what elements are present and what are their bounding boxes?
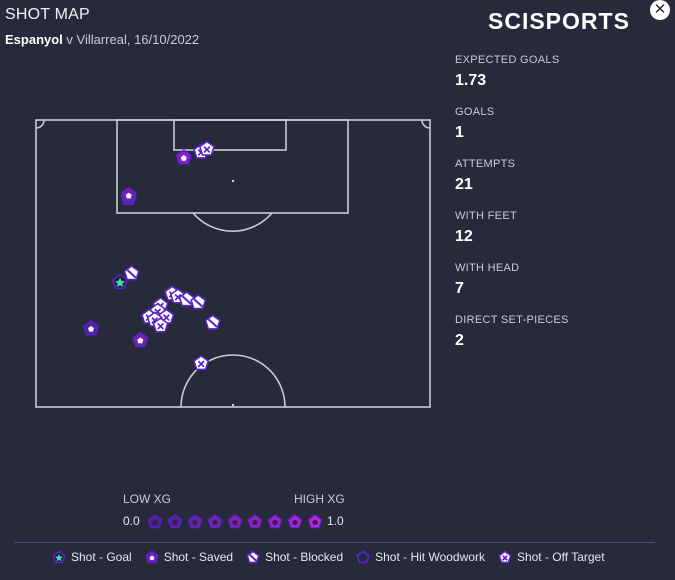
legend-label: Shot - Off Target [516,550,605,564]
xg-step-icon [227,514,243,529]
xg-step-icon [307,514,323,529]
shot-marker[interactable] [178,291,195,307]
page-title: SHOT MAP [5,6,90,23]
close-icon[interactable]: ✕ [650,0,670,20]
xg-scale: LOW XG HIGH XG 0.0 1.0 [118,490,358,534]
stat-value: 1.73 [455,72,487,89]
xg-step-icon [167,514,183,529]
legend: Shot - Goal Shot - Saved Shot - Blocked … [52,548,618,566]
saved-icon [145,550,159,564]
center-spot [231,403,235,407]
shot-marker[interactable] [198,140,216,156]
stat-label: WITH FEET [455,210,517,222]
match-info: Espanyol v Villarreal, 16/10/2022 [5,32,199,47]
legend-item-woodwork[interactable]: Shot - Hit Woodwork [356,550,485,564]
stat-label: WITH HEAD [455,262,520,274]
xg-low-label: LOW XG [123,492,172,506]
goal-icon [52,550,66,564]
corner-arc-left [35,119,45,129]
xg-step-icon [287,514,303,529]
shot-marker[interactable] [152,317,169,333]
xg-step-icon [147,514,163,529]
stat-value: 12 [455,228,473,245]
penalty-box [116,119,349,214]
center-circle [180,354,286,408]
shot-marker[interactable] [132,331,149,348]
legend-label: Shot - Hit Woodwork [375,550,485,564]
shot-marker[interactable] [123,265,140,281]
stat-label: EXPECTED GOALS [455,54,560,66]
stat-label: DIRECT SET-PIECES [455,314,569,326]
penalty-spot [231,179,235,183]
stat-value: 7 [455,280,464,297]
match-details: v Villarreal, 16/10/2022 [62,32,200,47]
legend-item-saved[interactable]: Shot - Saved [145,550,233,564]
stat-value: 21 [455,176,473,193]
corner-arc-right [421,119,431,129]
xg-step-icon [247,514,263,529]
pitch-lines [35,119,431,408]
stats-panel: EXPECTED GOALS 1.73 GOALS 1 ATTEMPTS 21 … [455,54,655,366]
shot-marker[interactable] [190,294,207,310]
stat-attempts: ATTEMPTS 21 [455,158,655,210]
stat-expected-goals: EXPECTED GOALS 1.73 [455,54,655,106]
xg-high-label: HIGH XG [294,492,345,506]
stat-goals: GOALS 1 [455,106,655,158]
stat-value: 1 [455,124,464,141]
pitch-outline [35,119,431,408]
shot-marker[interactable] [193,354,210,371]
penalty-arc [192,212,273,232]
shot-marker[interactable] [175,149,192,165]
stat-value: 2 [455,332,464,349]
legend-label: Shot - Saved [163,550,234,564]
stat-with-feet: WITH FEET 12 [455,210,655,262]
shot-marker[interactable] [204,314,221,330]
xg-step-icon [267,514,283,529]
blocked-icon [246,550,260,564]
legend-label: Shot - Blocked [265,550,344,564]
six-yard-box [173,119,287,151]
xg-max-value: 1.0 [327,514,344,528]
off-target-icon [498,550,512,564]
xg-scale-icons [147,514,323,529]
legend-item-blocked[interactable]: Shot - Blocked [246,550,343,564]
xg-step-icon [187,514,203,529]
stat-label: ATTEMPTS [455,158,516,170]
xg-step-icon [207,514,223,529]
shot-marker[interactable] [111,273,129,290]
xg-min-value: 0.0 [123,514,140,528]
shot-marker[interactable] [82,320,100,336]
stat-label: GOALS [455,106,495,118]
stat-with-head: WITH HEAD 7 [455,262,655,314]
match-teams: Espanyol [5,32,63,47]
legend-label: Shot - Goal [71,550,132,564]
shot-marker[interactable] [120,186,137,203]
shots-layer [82,140,221,371]
legend-item-off-target[interactable]: Shot - Off Target [498,550,605,564]
divider [14,542,655,543]
scisports-logo: SCISPORTS [488,8,630,34]
legend-item-goal[interactable]: Shot - Goal [52,550,132,564]
stat-direct-set-pieces: DIRECT SET-PIECES 2 [455,314,655,366]
woodwork-icon [356,550,370,564]
